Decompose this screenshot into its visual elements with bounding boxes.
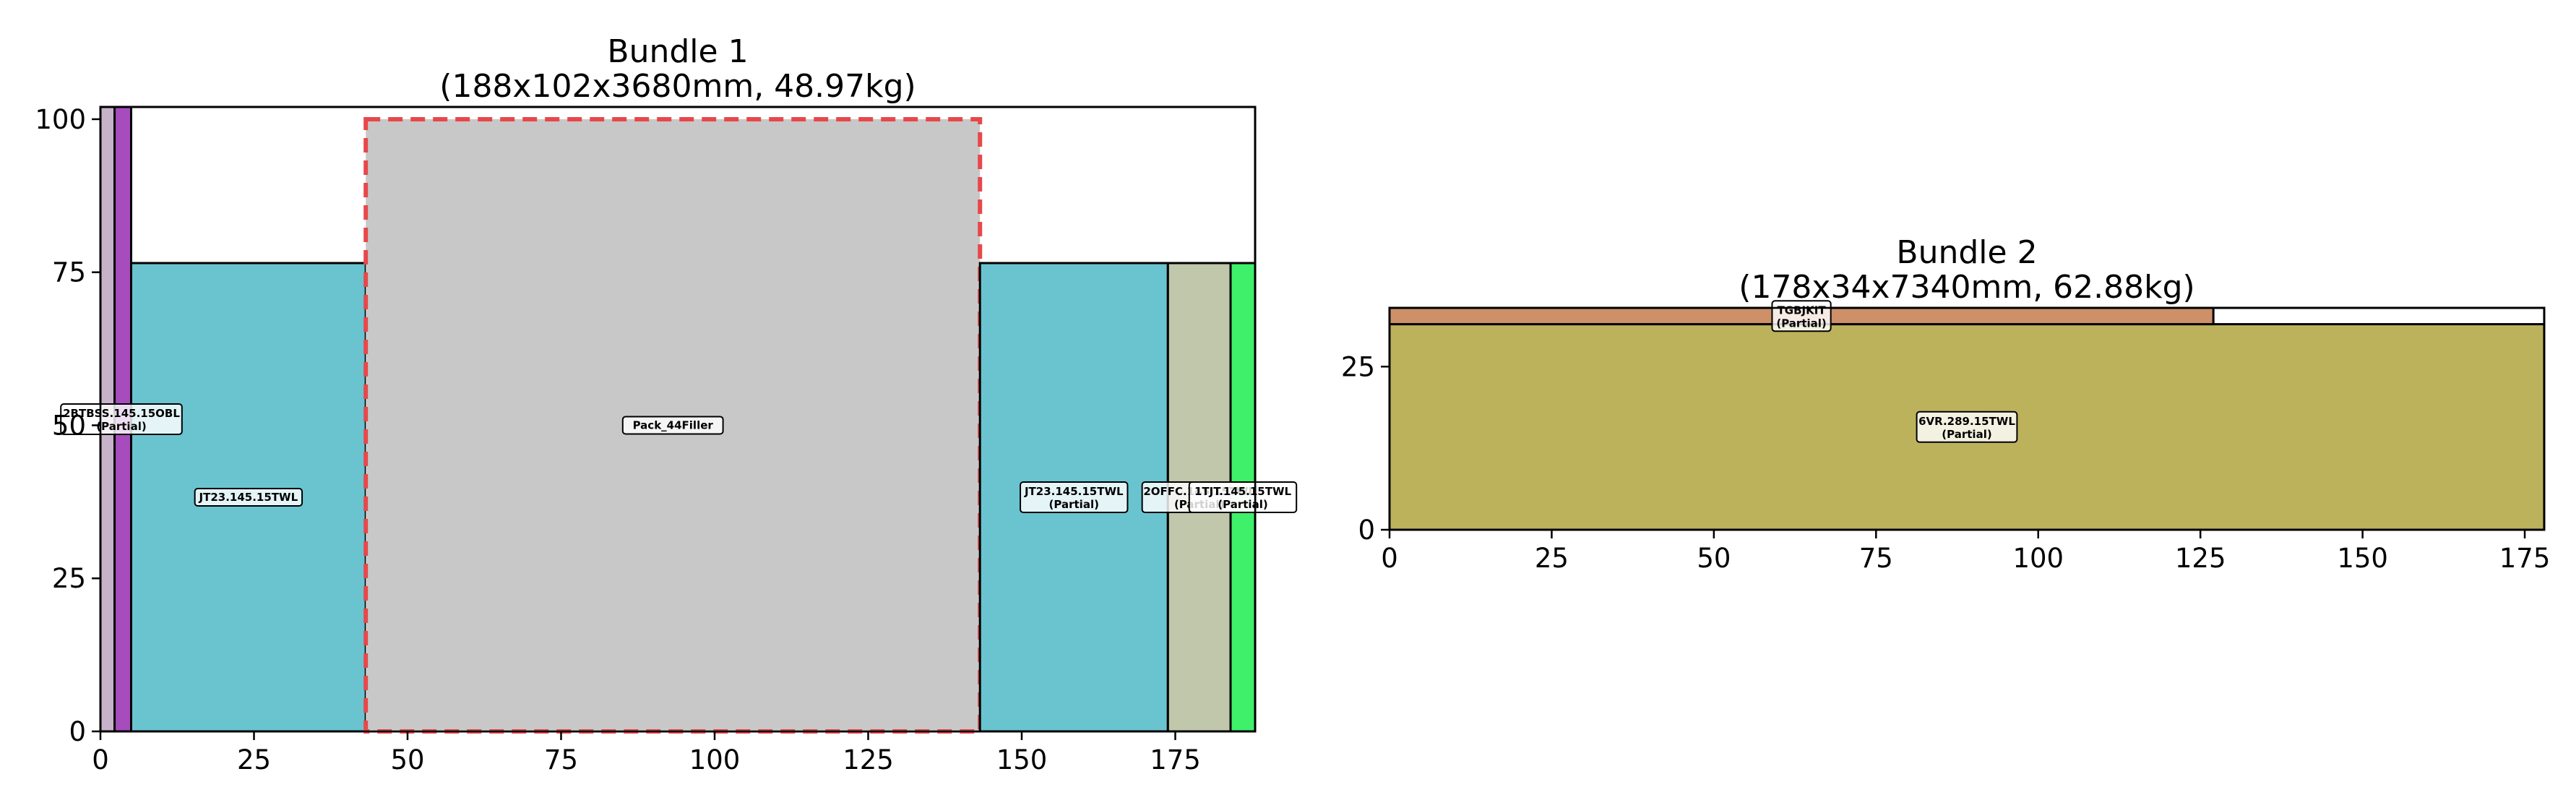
piece-sublabel-text: (Partial)	[1049, 498, 1099, 511]
x-tick-label: 125	[2175, 543, 2226, 574]
axes-frame	[1388, 306, 2546, 531]
chart-title: Bundle 2	[1896, 234, 2037, 271]
bundle-2-chart: Bundle 2(178x34x7340mm, 62.88kg) 6VR.289.…	[1341, 234, 2550, 574]
y-tick-label: 50	[52, 410, 86, 441]
piece-label-box	[1188, 481, 1298, 513]
bundle-1-chart: Bundle 1(188x102x3680mm, 48.97kg) 2BTBSS.…	[35, 33, 1298, 775]
x-tick-label: 50	[1697, 543, 1731, 574]
x-tick-label: 150	[2337, 543, 2388, 574]
x-tick-label: 0	[1381, 543, 1398, 574]
y-tick-label: 100	[35, 104, 86, 135]
piece-label: 1TJT.145.15TWL(Partial)	[1188, 481, 1298, 513]
x-tick-label: 25	[237, 744, 271, 775]
chart-subtitle: (188x102x3680mm, 48.97kg)	[439, 68, 916, 105]
y-tick-label: 0	[1358, 515, 1375, 546]
piece-label-text: TGBJKIT	[1778, 304, 1827, 317]
x-tick-label: 100	[2012, 543, 2064, 574]
piece-label-text: 1TJT.145.15TWL	[1194, 485, 1292, 498]
y-tick-label: 75	[52, 257, 86, 288]
piece-label-box	[621, 416, 724, 435]
piece-label-text: 6VR.289.15TWL	[1918, 415, 2015, 428]
piece-label-text: 2BTBSS.145.15OBL	[63, 407, 180, 420]
x-tick-label: 125	[843, 744, 894, 775]
piece-label: JT23.145.15TWL	[194, 488, 303, 507]
x-tick-label: 50	[390, 744, 424, 775]
x-tick-label: 25	[1535, 543, 1569, 574]
piece-label-text: JT23.145.15TWL	[199, 491, 298, 504]
piece-label: Pack_44Filler	[621, 416, 724, 435]
piece-label-text: JT23.145.15TWL	[1024, 485, 1124, 498]
piece-label: 2BTBSS.145.15OBL(Partial)	[60, 403, 183, 435]
piece-sublabel-text: (Partial)	[1776, 317, 1826, 330]
y-tick-label: 25	[1341, 351, 1375, 382]
x-tick-label: 175	[1150, 744, 1201, 775]
piece-sublabel-text: (Partial)	[96, 420, 146, 433]
piece-label: JT23.145.15TWL(Partial)	[1020, 481, 1129, 513]
piece-label: TGBJKIT(Partial)	[1771, 300, 1832, 332]
x-tick-label: 0	[92, 744, 109, 775]
y-tick-label: 0	[69, 716, 86, 747]
piece-label-box	[1916, 411, 2018, 443]
x-tick-label: 75	[544, 744, 578, 775]
piece-sublabel-text: (Partial)	[1218, 498, 1267, 511]
chart-title: Bundle 1	[607, 33, 748, 70]
piece-label: 6VR.289.15TWL(Partial)	[1916, 411, 2018, 443]
x-tick-label: 150	[996, 744, 1048, 775]
piece-label-box	[1020, 481, 1129, 513]
piece-label-box	[194, 488, 303, 507]
y-tick-label: 25	[52, 563, 86, 594]
piece-sublabel-text: (Partial)	[1942, 428, 1991, 441]
axes-frame	[99, 106, 1257, 733]
x-tick-label: 100	[689, 744, 741, 775]
x-tick-label: 175	[2499, 543, 2551, 574]
piece-label-box	[60, 403, 183, 435]
chart-subtitle: (178x34x7340mm, 62.88kg)	[1739, 269, 2194, 306]
x-tick-label: 75	[1859, 543, 1893, 574]
piece-label-text: Pack_44Filler	[633, 418, 714, 431]
